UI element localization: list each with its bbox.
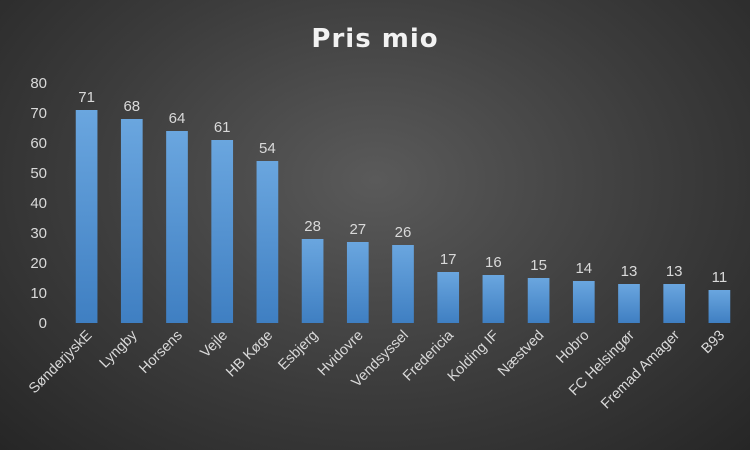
data-label: 14 [575, 260, 592, 277]
data-label: 17 [440, 251, 457, 268]
y-tick-label: 20 [30, 255, 47, 272]
y-axis: 0 10 20 30 40 50 60 70 80 [30, 75, 47, 332]
data-label: 54 [259, 140, 276, 157]
bar-vejle [211, 140, 234, 323]
bars [75, 110, 731, 323]
x-tick-label: Vejle [197, 328, 231, 362]
data-label: 71 [78, 89, 95, 106]
y-tick-label: 0 [39, 315, 47, 332]
data-label: 68 [123, 98, 140, 115]
data-label: 16 [485, 254, 502, 271]
bar-s-nderjyske [75, 110, 98, 323]
x-tick-label: HB Køge [223, 328, 276, 381]
chart-title: Pris mio [311, 24, 438, 54]
data-label: 64 [169, 110, 186, 127]
y-tick-label: 50 [30, 165, 47, 182]
y-tick-label: 40 [30, 195, 47, 212]
data-label: 28 [304, 218, 321, 235]
data-label: 13 [666, 263, 683, 280]
bar-hobro [572, 281, 595, 323]
data-label: 15 [530, 257, 547, 274]
bar-horsens [166, 131, 188, 323]
y-tick-label: 80 [30, 75, 47, 92]
data-label: 13 [621, 263, 638, 280]
bar-fremad-amager [663, 284, 686, 323]
bar-esbjerg [301, 239, 324, 323]
data-label: 11 [712, 269, 728, 286]
data-label: 61 [214, 119, 231, 136]
y-tick-label: 10 [30, 285, 47, 302]
bar-kolding-if [482, 275, 505, 323]
bar-vendsyssel [392, 245, 414, 323]
x-tick-label: Horsens [136, 328, 185, 377]
bar-hb-k-ge [256, 161, 279, 323]
bar-n-stved [527, 278, 550, 323]
bar-hvidovre [346, 242, 369, 323]
data-label: 27 [349, 221, 366, 238]
bar-b93 [708, 290, 731, 323]
bar-fredericia [437, 272, 460, 323]
y-tick-label: 60 [30, 135, 47, 152]
y-tick-label: 70 [30, 105, 47, 122]
x-tick-label: Hobro [553, 328, 592, 367]
data-labels: 71 68 64 61 54 28 27 26 17 16 15 14 13 13 11 [78, 89, 727, 286]
x-tick-label: Fremad Amager [598, 327, 683, 412]
bar-lyngby [120, 119, 143, 323]
x-tick-label: SønderjyskE [26, 327, 96, 397]
x-tick-label: Esbjerg [275, 328, 321, 374]
x-tick-label: Næstved [495, 328, 547, 380]
x-tick-label: B93 [699, 328, 729, 358]
y-tick-label: 30 [30, 225, 47, 242]
data-label: 26 [395, 224, 412, 241]
x-tick-label: Lyngby [97, 327, 142, 372]
bar-fc-helsing-r [618, 284, 640, 323]
